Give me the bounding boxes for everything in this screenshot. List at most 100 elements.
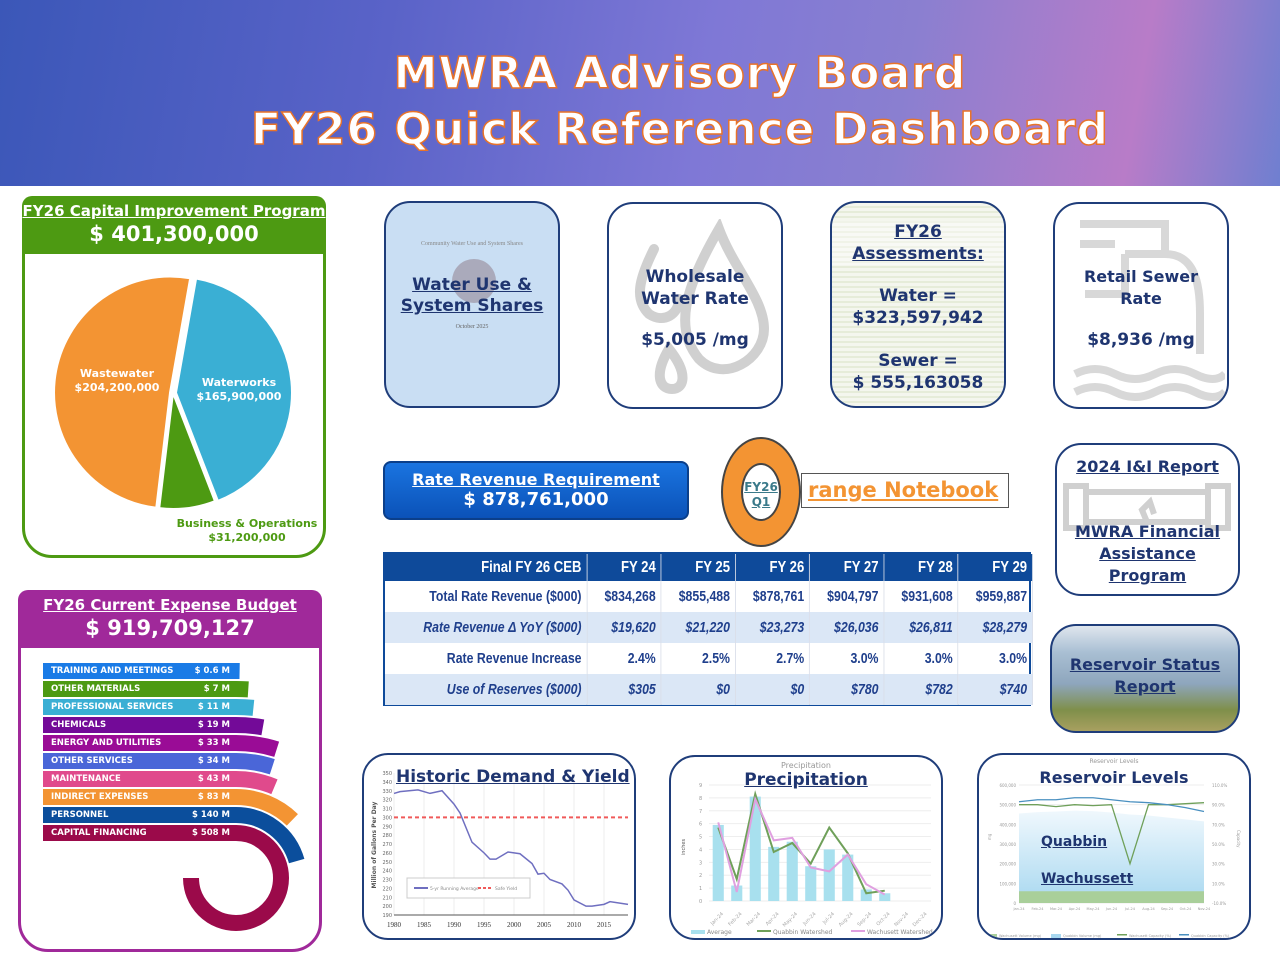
expense-arc	[183, 825, 289, 931]
pie-slice-business-operations	[158, 392, 217, 510]
table-cell: $904,797	[809, 581, 885, 612]
rate-revenue-title[interactable]: Rate Revenue Requirement	[412, 470, 660, 489]
expense-value: $ 19 M	[197, 720, 230, 730]
table-cell: $780	[809, 674, 885, 705]
y-tick-label: 260	[382, 851, 392, 857]
ceb-total: $ 919,709,127	[85, 616, 255, 640]
historic-demand-card[interactable]: 1980 1985 1990 1995 2000 2005 2010 2015 190 200 21…	[362, 753, 636, 940]
x-tick-label: Mar-24	[1050, 907, 1063, 911]
rate-revenue-button[interactable]: Rate Revenue Requirement $ 878,761,000	[383, 461, 689, 520]
wholesale-label: Wholesale Water Rate	[641, 267, 749, 309]
sewer-label: Retail Sewer Rate	[1083, 267, 1199, 308]
reservoir-levels-chart: 0 -10.0% 100,000 10.0% 200,000 30.0% 300,000 50…	[987, 783, 1241, 938]
row-label: Rate Revenue Increase	[385, 643, 588, 674]
precip-bar	[842, 854, 854, 901]
ii-report-link[interactable]: 2024 I&I Report	[1076, 457, 1219, 476]
row-label: Use of Reserves ($000)	[385, 674, 588, 705]
sewer-pipe-icon	[1073, 220, 1225, 401]
table-header-cell: FY 24	[586, 554, 662, 581]
y-tick-label: 290	[382, 824, 392, 830]
table-cell: 3.0%	[883, 643, 959, 674]
y-tick-label: 240	[382, 869, 392, 875]
seal-icon	[452, 259, 496, 303]
expense-value: $ 11 M	[197, 702, 230, 712]
wholesale-value: $5,005 /mg	[641, 330, 749, 350]
expense-row: MAINTENANCE $ 43 M	[43, 771, 236, 787]
pie-value: $165,900,000	[197, 390, 282, 403]
pie-label: Waterworks	[202, 376, 277, 389]
legend-label: Quabbin Volume (mg)	[1063, 934, 1102, 938]
table-cell: 2.7%	[735, 643, 810, 674]
reservoir-status-card[interactable]: Reservoir Status Report	[1050, 624, 1240, 733]
quabbin-link[interactable]: Quabbin	[1041, 834, 1108, 850]
demand-line	[393, 789, 629, 907]
legend-label: Average	[707, 929, 732, 936]
historic-demand-link[interactable]: Historic Demand & Yield	[396, 767, 630, 787]
x-tick-label: Nov-24	[893, 911, 910, 928]
water-use-link[interactable]: Water Use & System Shares	[400, 275, 544, 316]
capacity-line	[1019, 802, 1205, 866]
table-header-cell: FY 26	[735, 554, 810, 581]
legend-swatch	[691, 930, 705, 934]
table-cell: 3.0%	[958, 643, 1033, 674]
precip-line	[717, 790, 885, 895]
y-tick-label: 0	[1013, 901, 1016, 906]
y-tick-label: 4	[699, 847, 702, 853]
retail-sewer-rate-card[interactable]: Retail Sewer Rate $8,936 /mg	[1053, 202, 1229, 409]
table-header-cell: FY 29	[958, 554, 1033, 581]
expense-label: TRAINING AND MEETINGS	[51, 666, 174, 676]
row-label: Total Rate Revenue ($000)	[385, 581, 588, 612]
expense-row: TRAINING AND MEETINGS $ 0.6 M	[43, 663, 236, 679]
cip-title-link[interactable]: FY26 Capital Improvement Program	[22, 202, 326, 220]
wholesale-water-rate-card[interactable]: Wholesale Water Rate $5,005 /mg	[607, 202, 783, 409]
precipitation-link[interactable]: Precipitation	[744, 770, 868, 790]
reservoir-levels-card[interactable]: Reservoir Levels 0 -10.0% 100,000 10.0% 200,…	[977, 753, 1251, 940]
expense-value: $ 0.6 M	[194, 666, 230, 676]
table-row: Total Rate Revenue ($000) $834,268 $855,48…	[385, 581, 1033, 612]
precipitation-card[interactable]: Precipitation 0 1 2 3 4 5 6 7 8 9 inches Jan-24 Feb-…	[669, 755, 943, 940]
orange-notebook-badge: FY26 Q1	[741, 463, 781, 521]
precipitation-chart: 0 1 2 3 4 5 6 7 8 9 inches Jan-24 Feb-24 Mar-24 Apr-24…	[681, 783, 933, 936]
expense-arc	[235, 735, 280, 757]
cover-title: Community Water Use and System Shares	[421, 241, 523, 247]
quabbin-volume-area	[1019, 810, 1204, 903]
orange-notebook-link[interactable]: range Notebook	[801, 473, 1009, 508]
financial-assistance-link[interactable]: MWRA Financial Assistance Program	[1074, 522, 1221, 585]
expense-row: CAPITAL FINANCING $ 508 M	[43, 825, 236, 841]
x-tick-label: 2005	[537, 921, 552, 929]
y-axis-label: inches	[681, 839, 687, 856]
ceb-arc-chart	[183, 662, 305, 931]
table-header-cell: Final FY 26 CEB	[385, 554, 588, 581]
expense-label: CHEMICALS	[51, 720, 107, 730]
table-header-cell: FY 25	[661, 554, 736, 581]
assessments-link[interactable]: FY26 Assessments:	[832, 221, 1004, 265]
capacity-line	[1018, 797, 1205, 813]
pie-label: Wastewater	[80, 367, 155, 380]
y-tick-label: 500,000	[999, 803, 1016, 808]
current-expense-budget-card[interactable]: FY26 Current Expense Budget $ 919,709,12…	[18, 590, 322, 952]
capital-improvement-card[interactable]: FY26 Capital Improvement Program $ 401,3…	[22, 196, 326, 558]
expense-label: OTHER MATERIALS	[51, 684, 141, 694]
y-tick-label: 8	[699, 796, 702, 802]
table-header-cell: FY 27	[809, 554, 885, 581]
expense-label: PROFESSIONAL SERVICES	[51, 702, 174, 712]
expense-row: CHEMICALS $ 19 M	[43, 717, 236, 733]
y-tick-label: 270	[382, 842, 392, 848]
expense-label: CAPITAL FINANCING	[51, 828, 147, 838]
precip-bar	[768, 846, 780, 901]
precip-bar	[731, 885, 743, 901]
ii-report-card[interactable]: 2024 I&I Report MWRA Financial Assistance…	[1055, 443, 1240, 596]
expense-value: $ 33 M	[197, 738, 230, 748]
x-tick-label: Nov-24	[1198, 907, 1211, 911]
reservoir-status-link[interactable]: Reservoir Status Report	[1069, 655, 1221, 696]
legend-label: Wachusett Capacity (%)	[1129, 934, 1172, 938]
x-tick-label: Jul-24	[821, 911, 836, 926]
legend-swatch	[987, 934, 997, 938]
orange-notebook-o-icon[interactable]: FY26 Q1	[721, 437, 801, 547]
y-tick-label: 230	[382, 878, 392, 884]
assessments-card[interactable]: FY26 Assessments: Water = $323,597,942 Sew…	[830, 201, 1006, 408]
water-use-card[interactable]: Community Water Use and System Shares Wa…	[384, 201, 560, 408]
wachusett-link[interactable]: Wachussett	[1041, 871, 1134, 887]
legend-label: Wachusett Volume (mg)	[999, 934, 1042, 938]
ceb-title-link[interactable]: FY26 Current Expense Budget	[43, 596, 297, 614]
